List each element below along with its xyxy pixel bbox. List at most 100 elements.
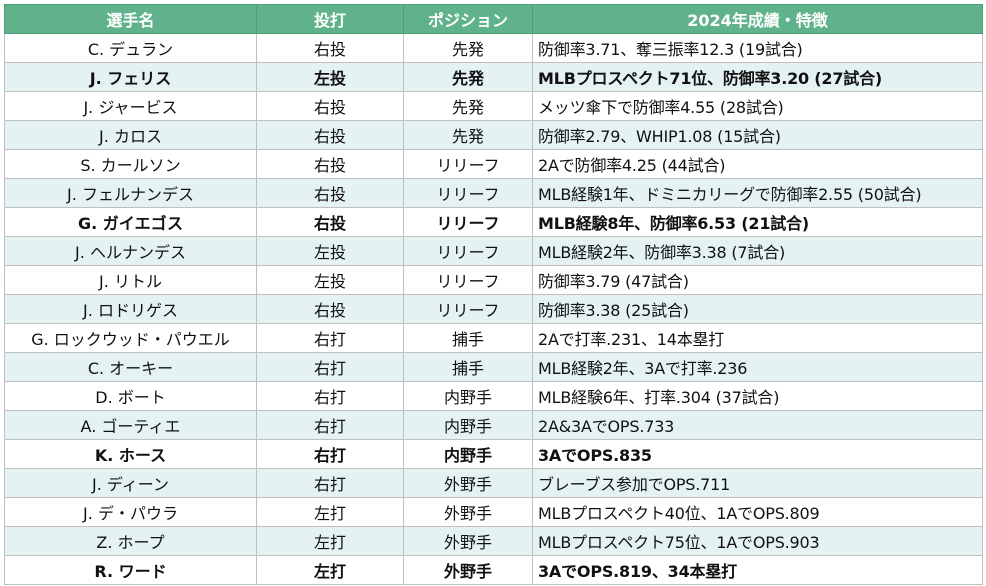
stats-note-cell: 防御率3.71、奪三振率12.3 (19試合) [532, 33, 983, 63]
stats-note-cell: 2Aで打率.231、14本塁打 [532, 323, 983, 353]
position-cell: 内野手 [403, 439, 533, 469]
throw-bat-cell: 右打 [256, 381, 404, 411]
stats-note-cell: MLBプロスペクト75位、1AでOPS.903 [532, 526, 983, 556]
position-cell: 捕手 [403, 323, 533, 353]
table-row: D. ボート 右打 内野手 MLB経験6年、打率.304 (37試合) [4, 381, 983, 411]
position-cell: 先発 [403, 91, 533, 121]
throw-bat-cell: 右投 [256, 207, 404, 237]
table-row: C. オーキー 右打 捕手 MLB経験2年、3Aで打率.236 [4, 352, 983, 382]
player-name-cell: J. リトル [4, 265, 257, 295]
position-cell: 先発 [403, 62, 533, 92]
position-cell: リリーフ [403, 294, 533, 324]
position-cell: 外野手 [403, 497, 533, 527]
table-row: J. リトル 左投 リリーフ 防御率3.79 (47試合) [4, 265, 983, 295]
header-note: 2024年成績・特徴 [532, 4, 983, 34]
position-cell: 内野手 [403, 410, 533, 440]
throw-bat-cell: 右打 [256, 410, 404, 440]
table-row: J. フェルナンデス 右投 リリーフ MLB経験1年、ドミニカリーグで防御率2.55 … [4, 178, 983, 208]
player-name-cell: G. ガイエゴス [4, 207, 257, 237]
table-row: J. ロドリゲス 右投 リリーフ 防御率3.38 (25試合) [4, 294, 983, 324]
player-name-cell: J. フェリス [4, 62, 257, 92]
stats-note-cell: MLB経験2年、防御率3.38 (7試合) [532, 236, 983, 266]
throw-bat-cell: 右投 [256, 120, 404, 150]
table-row: J. ジャービス 右投 先発 メッツ傘下で防御率4.55 (28試合) [4, 91, 983, 121]
table-row: Z. ホープ 左打 外野手 MLBプロスペクト75位、1AでOPS.903 [4, 526, 983, 556]
player-name-cell: J. ジャービス [4, 91, 257, 121]
throw-bat-cell: 右投 [256, 149, 404, 179]
throw-bat-cell: 左投 [256, 62, 404, 92]
table-header: 選手名 投打 ポジション 2024年成績・特徴 [4, 4, 983, 34]
throw-bat-cell: 左投 [256, 236, 404, 266]
stats-note-cell: MLBプロスペクト40位、1AでOPS.809 [532, 497, 983, 527]
player-name-cell: J. ディーン [4, 468, 257, 498]
position-cell: 内野手 [403, 381, 533, 411]
player-name-cell: S. カールソン [4, 149, 257, 179]
roster-table-container: 選手名 投打 ポジション 2024年成績・特徴 C. デュラン 右投 先発 防御率3.… [4, 4, 983, 585]
player-name-cell: C. デュラン [4, 33, 257, 63]
throw-bat-cell: 右打 [256, 352, 404, 382]
player-name-cell: R. ワード [4, 555, 257, 585]
stats-note-cell: MLB経験1年、ドミニカリーグで防御率2.55 (50試合) [532, 178, 983, 208]
position-cell: リリーフ [403, 265, 533, 295]
throw-bat-cell: 右打 [256, 323, 404, 353]
stats-note-cell: MLB経験6年、打率.304 (37試合) [532, 381, 983, 411]
stats-note-cell: 防御率2.79、WHIP1.08 (15試合) [532, 120, 983, 150]
position-cell: 先発 [403, 120, 533, 150]
table-body: C. デュラン 右投 先発 防御率3.71、奪三振率12.3 (19試合) J. フェリ… [4, 33, 983, 585]
player-name-cell: J. デ・パウラ [4, 497, 257, 527]
header-hand: 投打 [256, 4, 404, 34]
position-cell: リリーフ [403, 236, 533, 266]
table-row: J. フェリス 左投 先発 MLBプロスペクト71位、防御率3.20 (27試合) [4, 62, 983, 92]
header-position: ポジション [403, 4, 533, 34]
table-row: K. ホース 右打 内野手 3AでOPS.835 [4, 439, 983, 469]
position-cell: リリーフ [403, 207, 533, 237]
throw-bat-cell: 右打 [256, 468, 404, 498]
stats-note-cell: 3AでOPS.835 [532, 439, 983, 469]
throw-bat-cell: 右投 [256, 178, 404, 208]
table-row: J. ディーン 右打 外野手 ブレーブス参加でOPS.711 [4, 468, 983, 498]
stats-note-cell: 2Aで防御率4.25 (44試合) [532, 149, 983, 179]
player-name-cell: J. ヘルナンデス [4, 236, 257, 266]
stats-note-cell: MLB経験2年、3Aで打率.236 [532, 352, 983, 382]
roster-table: 選手名 投打 ポジション 2024年成績・特徴 C. デュラン 右投 先発 防御率3.… [4, 4, 983, 585]
header-row: 選手名 投打 ポジション 2024年成績・特徴 [4, 4, 983, 34]
stats-note-cell: MLB経験8年、防御率6.53 (21試合) [532, 207, 983, 237]
table-row: S. カールソン 右投 リリーフ 2Aで防御率4.25 (44試合) [4, 149, 983, 179]
throw-bat-cell: 左投 [256, 265, 404, 295]
position-cell: リリーフ [403, 178, 533, 208]
table-row: J. デ・パウラ 左打 外野手 MLBプロスペクト40位、1AでOPS.809 [4, 497, 983, 527]
player-name-cell: K. ホース [4, 439, 257, 469]
position-cell: 外野手 [403, 468, 533, 498]
table-row: C. デュラン 右投 先発 防御率3.71、奪三振率12.3 (19試合) [4, 33, 983, 63]
throw-bat-cell: 左打 [256, 555, 404, 585]
throw-bat-cell: 右投 [256, 294, 404, 324]
position-cell: 先発 [403, 33, 533, 63]
throw-bat-cell: 右投 [256, 33, 404, 63]
stats-note-cell: 防御率3.38 (25試合) [532, 294, 983, 324]
throw-bat-cell: 左打 [256, 497, 404, 527]
table-row: G. ロックウッド・パウエル 右打 捕手 2Aで打率.231、14本塁打 [4, 323, 983, 353]
header-name: 選手名 [4, 4, 257, 34]
throw-bat-cell: 右投 [256, 91, 404, 121]
player-name-cell: G. ロックウッド・パウエル [4, 323, 257, 353]
player-name-cell: D. ボート [4, 381, 257, 411]
stats-note-cell: メッツ傘下で防御率4.55 (28試合) [532, 91, 983, 121]
player-name-cell: C. オーキー [4, 352, 257, 382]
table-row: A. ゴーティエ 右打 内野手 2A&3AでOPS.733 [4, 410, 983, 440]
table-row: R. ワード 左打 外野手 3AでOPS.819、34本塁打 [4, 555, 983, 585]
position-cell: 捕手 [403, 352, 533, 382]
stats-note-cell: MLBプロスペクト71位、防御率3.20 (27試合) [532, 62, 983, 92]
player-name-cell: J. フェルナンデス [4, 178, 257, 208]
stats-note-cell: 防御率3.79 (47試合) [532, 265, 983, 295]
table-row: J. カロス 右投 先発 防御率2.79、WHIP1.08 (15試合) [4, 120, 983, 150]
table-row: G. ガイエゴス 右投 リリーフ MLB経験8年、防御率6.53 (21試合) [4, 207, 983, 237]
stats-note-cell: 2A&3AでOPS.733 [532, 410, 983, 440]
stats-note-cell: ブレーブス参加でOPS.711 [532, 468, 983, 498]
player-name-cell: Z. ホープ [4, 526, 257, 556]
position-cell: 外野手 [403, 555, 533, 585]
player-name-cell: J. カロス [4, 120, 257, 150]
position-cell: 外野手 [403, 526, 533, 556]
stats-note-cell: 3AでOPS.819、34本塁打 [532, 555, 983, 585]
position-cell: リリーフ [403, 149, 533, 179]
player-name-cell: J. ロドリゲス [4, 294, 257, 324]
